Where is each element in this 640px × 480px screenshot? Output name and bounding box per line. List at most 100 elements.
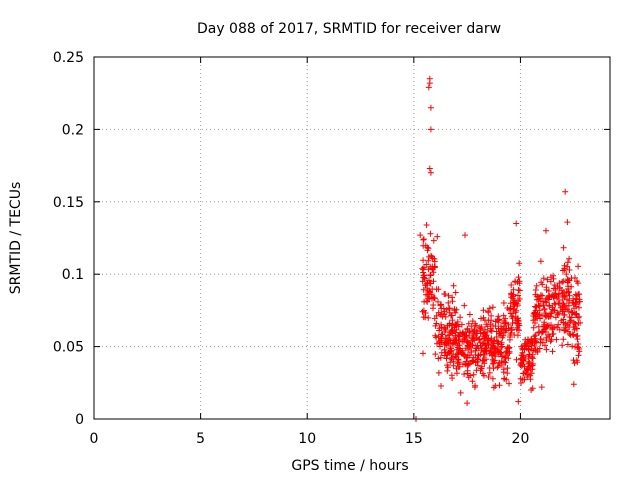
data-point [445, 338, 452, 345]
data-point [445, 299, 452, 306]
data-point-outlier [562, 188, 569, 195]
data-point [569, 309, 576, 316]
data-point [576, 296, 583, 303]
data-point [481, 372, 487, 379]
data-point [454, 360, 461, 367]
data-point [492, 345, 499, 352]
data-point [465, 340, 472, 347]
data-point [508, 324, 515, 331]
data-point [565, 289, 572, 296]
data-point [457, 314, 464, 321]
data-point [502, 320, 509, 327]
data-point [462, 334, 469, 341]
data-point [442, 349, 449, 356]
data-point [435, 333, 442, 340]
data-point [450, 362, 457, 369]
data-point [492, 353, 499, 360]
data-point [471, 327, 478, 334]
data-point [436, 325, 443, 332]
data-point [565, 308, 572, 315]
data-point [549, 325, 556, 332]
data-point [456, 333, 463, 340]
data-point [536, 345, 543, 352]
data-point [477, 367, 484, 374]
data-point [552, 314, 559, 321]
data-point [464, 367, 471, 374]
data-point [522, 342, 529, 349]
data-point [510, 286, 517, 293]
data-point-outlier [513, 220, 520, 227]
data-point [540, 275, 547, 282]
data-point [419, 308, 426, 315]
data-point [551, 307, 558, 314]
data-point [510, 310, 516, 317]
data-point [499, 353, 506, 360]
data-point [537, 336, 544, 343]
data-point [460, 351, 467, 358]
data-point [425, 257, 432, 264]
data-point [440, 310, 447, 317]
data-point [516, 260, 523, 267]
data-point [453, 346, 460, 353]
data-point [562, 321, 569, 328]
data-point [425, 314, 432, 321]
data-point [521, 363, 528, 370]
data-point [568, 309, 575, 316]
data-point [516, 327, 522, 334]
data-point [455, 323, 462, 330]
data-point [500, 369, 507, 376]
data-point [452, 289, 459, 296]
data-point [481, 360, 488, 367]
data-point [576, 313, 583, 320]
data-point [500, 312, 507, 319]
data-point [420, 350, 426, 357]
y-tick-label: 0.1 [62, 267, 84, 283]
data-point [429, 294, 436, 300]
data-point [503, 327, 510, 334]
data-point [536, 311, 542, 318]
data-point [505, 321, 512, 328]
data-point [499, 343, 506, 350]
data-point [516, 296, 523, 302]
data-point [518, 343, 525, 350]
x-tick-label: 15 [405, 431, 423, 447]
data-point [539, 292, 546, 299]
data-point [493, 334, 500, 340]
data-point [483, 356, 489, 363]
data-point [495, 351, 502, 358]
data-point [511, 299, 518, 306]
y-tick-label: 0.15 [53, 195, 84, 211]
data-point [470, 358, 477, 365]
data-point [420, 236, 427, 243]
data-point [561, 311, 568, 318]
data-point [495, 313, 502, 320]
data-point [527, 376, 534, 383]
data-point [566, 314, 573, 320]
data-point [490, 360, 497, 366]
data-point [504, 365, 511, 372]
data-point [574, 292, 580, 299]
data-point [441, 347, 448, 353]
data-point [517, 375, 524, 382]
data-point [433, 312, 440, 319]
data-point-outlier [425, 84, 432, 91]
data-point [531, 333, 538, 340]
data-point [572, 343, 579, 350]
data-point-outlier [426, 165, 433, 172]
data-point [564, 259, 571, 266]
data-point [551, 282, 558, 288]
data-point [461, 302, 468, 309]
data-point [555, 310, 562, 317]
data-point [487, 327, 494, 334]
data-point [549, 291, 556, 298]
data-point-outlier [528, 387, 535, 393]
data-point [549, 331, 556, 338]
data-point [464, 354, 471, 361]
data-point [512, 309, 519, 316]
data-point [469, 342, 476, 349]
data-point [453, 336, 460, 343]
data-point [438, 305, 445, 312]
data-point [458, 321, 465, 328]
data-point [427, 230, 434, 237]
data-point [421, 264, 427, 271]
